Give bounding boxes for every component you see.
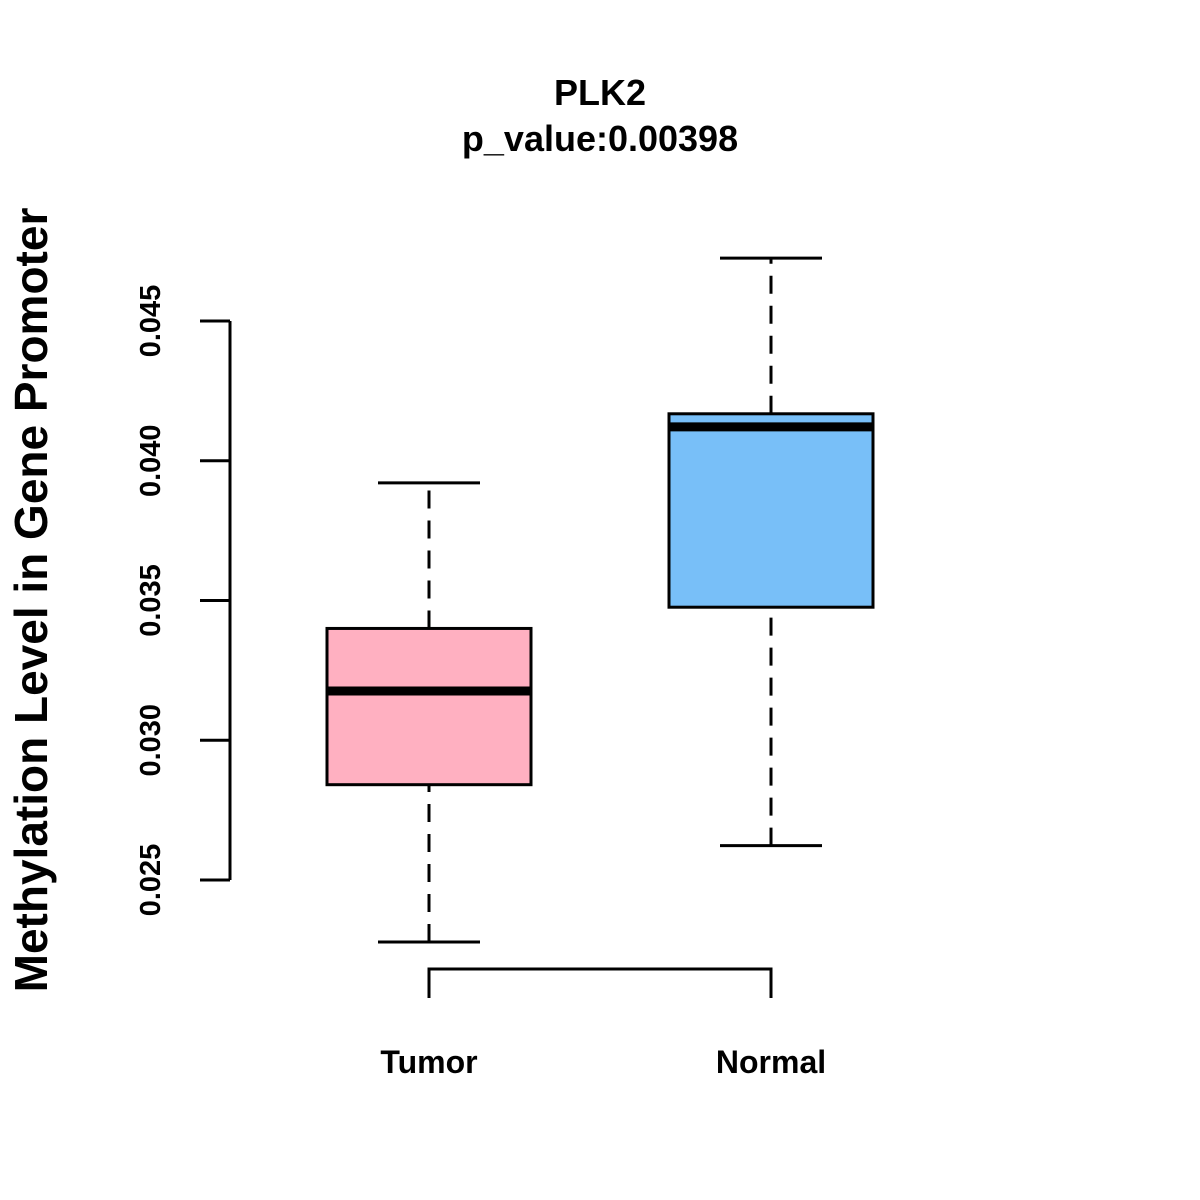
y-tick-label: 0.040 (135, 424, 167, 497)
bracket-line (427, 967, 773, 998)
boxes (325, 256, 875, 944)
y-tick-label: 0.035 (135, 564, 167, 637)
y-tick-label: 0.045 (135, 285, 167, 358)
y-tick-label: 0.030 (135, 704, 167, 777)
significance-bracket (427, 967, 773, 998)
iqr-box (667, 412, 875, 609)
y-tick-label: 0.025 (135, 844, 167, 917)
category-label-normal: Normal (716, 1044, 826, 1080)
chart-subtitle: p_value:0.00398 (462, 118, 738, 159)
iqr-box (325, 626, 533, 787)
category-labels: Tumor Normal (380, 1044, 826, 1080)
y-axis: 0.025 0.030 0.035 0.040 0.045 (135, 285, 232, 917)
category-label-tumor: Tumor (380, 1044, 477, 1080)
box-tumor (325, 481, 533, 944)
chart-title: PLK2 (554, 72, 646, 113)
box-normal (667, 256, 875, 848)
y-axis-label: Methylation Level in Gene Promoter (5, 208, 57, 993)
